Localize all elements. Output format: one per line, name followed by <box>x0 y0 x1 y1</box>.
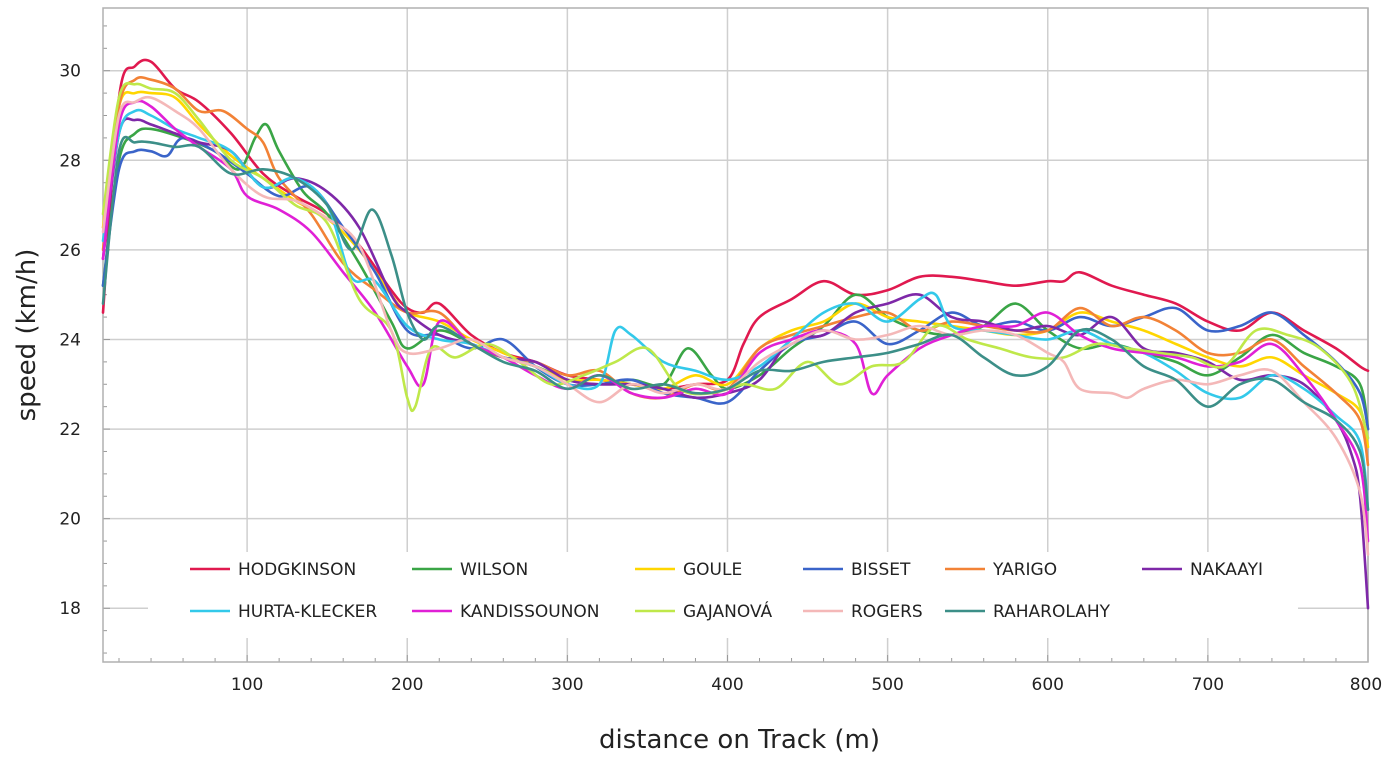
series-line-raharolahy <box>101 135 1370 511</box>
legend-label: HURTA-KLECKER <box>238 602 377 622</box>
series-line-goule <box>101 90 1370 449</box>
series-line-rogers <box>101 95 1370 556</box>
legend-item-goule: GOULE <box>635 560 742 580</box>
legend-item-gajanova: GAJANOVÁ <box>635 600 772 622</box>
x-tick-label: 200 <box>391 675 423 695</box>
y-tick-labels: 18 20 22 24 26 28 30 <box>59 62 81 620</box>
x-tick-label: 100 <box>231 675 263 695</box>
x-tick-label: 300 <box>551 675 583 695</box>
legend-label: HODGKINSON <box>238 560 356 580</box>
y-tick-label: 20 <box>59 510 81 530</box>
y-tick-label: 30 <box>59 62 81 82</box>
x-tick-label: 400 <box>711 675 743 695</box>
legend-item-rogers: ROGERS <box>803 602 923 622</box>
series-line-yarigo <box>101 76 1370 467</box>
x-axis-title: distance on Track (m) <box>599 725 880 755</box>
legend-item-nakaayi: NAKAAYI <box>1142 560 1263 580</box>
legend: HODGKINSON WILSON GOULE BISSET YARIGO NAKAAYI… <box>148 552 1298 638</box>
x-tick-label: 800 <box>1350 675 1382 695</box>
y-tick-label: 22 <box>59 420 81 440</box>
legend-item-wilson: WILSON <box>412 560 528 580</box>
legend-background <box>148 552 1298 638</box>
y-tick-label: 26 <box>59 241 81 261</box>
y-tick-label: 24 <box>59 330 81 350</box>
legend-item-hodgkinson: HODGKINSON <box>190 560 356 580</box>
x-tick-label: 500 <box>871 675 903 695</box>
series-line-kandissounon <box>101 99 1370 543</box>
legend-label: GOULE <box>683 560 742 580</box>
x-tick-labels: 100 200 300 400 500 600 700 800 <box>231 675 1382 695</box>
legend-label: NAKAAYI <box>1190 560 1263 580</box>
series-line-hurta-klecker <box>101 108 1370 511</box>
y-axis-title: speed (km/h) <box>12 249 42 422</box>
grid-lines <box>103 8 1369 662</box>
legend-label: WILSON <box>460 560 528 580</box>
legend-label: YARIGO <box>992 560 1057 580</box>
y-tick-label: 28 <box>59 151 81 171</box>
legend-item-hurta-klecker: HURTA-KLECKER <box>190 602 377 622</box>
y-tick-label: 18 <box>59 599 81 619</box>
plot-frame <box>102 7 1369 663</box>
legend-label: ROGERS <box>851 602 923 622</box>
legend-item-yarigo: YARIGO <box>945 560 1057 580</box>
legend-item-kandissounon: KANDISSOUNON <box>412 602 600 622</box>
series-line-gajanova <box>101 81 1370 440</box>
legend-label: RAHAROLAHY <box>993 602 1111 622</box>
x-tick-label: 700 <box>1192 675 1224 695</box>
legend-item-bisset: BISSET <box>803 560 911 580</box>
legend-label: KANDISSOUNON <box>460 602 600 622</box>
legend-label: GAJANOVÁ <box>683 600 772 622</box>
series-layer <box>101 58 1370 610</box>
legend-item-raharolahy: RAHAROLAHY <box>945 602 1111 622</box>
x-tick-label: 600 <box>1032 675 1064 695</box>
legend-label: BISSET <box>851 560 911 580</box>
